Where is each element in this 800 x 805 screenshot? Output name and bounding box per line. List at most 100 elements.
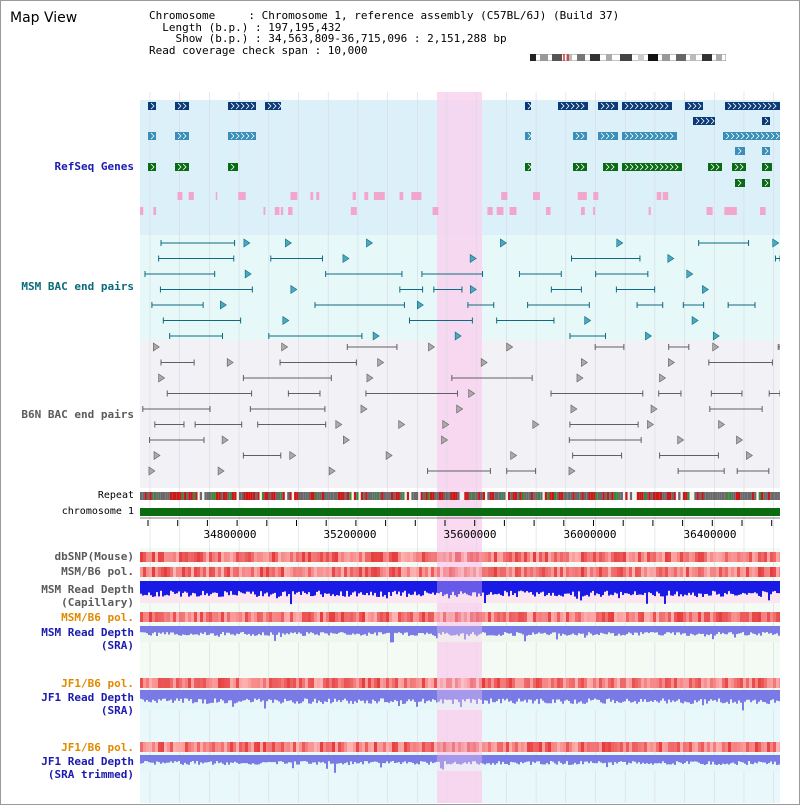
read-depth-bar	[636, 626, 638, 633]
repeat-element	[149, 492, 152, 500]
msm-bac-end-pairs-label[interactable]: MSM BAC end pairs	[21, 280, 134, 293]
polymorphism-cell	[446, 678, 449, 688]
read-depth-bar	[472, 626, 474, 633]
read-depth-bar	[474, 626, 476, 635]
polymorphism-cell	[284, 552, 287, 562]
repeat-element	[457, 492, 460, 500]
genome-track-canvas[interactable]: 34800000 35200000 35600000 36000000 36400000	[140, 92, 780, 803]
read-depth-bar	[676, 626, 678, 633]
polymorphism-cell	[614, 612, 617, 622]
polymorphism-cell	[197, 742, 200, 752]
read-depth-bar	[670, 755, 672, 765]
polymorphism-cell	[662, 567, 665, 577]
read-depth-bar	[476, 690, 478, 704]
polymorphism-cell	[605, 742, 608, 752]
read-depth-bar	[502, 581, 504, 596]
read-depth-bar	[516, 690, 518, 702]
read-depth-bar	[394, 581, 396, 591]
polymorphism-cell	[230, 567, 233, 577]
polymorphism-cell	[764, 678, 767, 688]
polymorphism-cell	[287, 612, 290, 622]
gene-arrow	[639, 163, 644, 171]
read-depth-bar	[354, 755, 356, 762]
repeat-element	[756, 492, 759, 500]
read-depth-bar	[646, 690, 648, 703]
refseq-genes-label[interactable]: RefSeq Genes	[54, 160, 134, 173]
polymorphism-cell	[548, 742, 551, 752]
polymorphism-cell	[728, 742, 731, 752]
polymorphism-cell	[575, 742, 578, 752]
polymorphism-cell	[668, 567, 671, 577]
repeat-element	[445, 492, 449, 500]
polymorphism-cell	[377, 612, 380, 622]
polymorphism-cell	[728, 612, 731, 622]
read-depth-bar	[280, 755, 282, 762]
read-depth-bar	[574, 755, 576, 763]
polymorphism-cell	[623, 678, 626, 688]
b6n-bac-end-pairs-label[interactable]: B6N BAC end pairs	[21, 408, 134, 421]
polymorphism-cell	[752, 742, 755, 752]
read-depth-bar	[184, 626, 186, 635]
read-depth-bar	[142, 581, 144, 596]
gene-arrow	[687, 102, 692, 110]
read-depth-bar	[556, 755, 558, 765]
read-depth-bar	[738, 755, 740, 762]
read-depth-bar	[190, 690, 192, 700]
read-depth-bar	[242, 581, 244, 594]
read-depth-bar	[372, 690, 374, 700]
polymorphism-cell	[689, 678, 692, 688]
repeat-element	[574, 492, 577, 500]
read-depth-bar	[518, 626, 520, 633]
polymorphism-cell	[740, 567, 743, 577]
polymorphism-cell	[224, 742, 227, 752]
polymorphism-cell	[341, 552, 344, 562]
polymorphism-cell	[368, 612, 371, 622]
read-depth-bar	[354, 626, 356, 635]
polymorphism-cell	[194, 678, 197, 688]
read-depth-bar	[480, 755, 482, 764]
read-depth-bar	[242, 626, 244, 633]
gene-arrow	[760, 132, 765, 140]
chromosome-ideogram[interactable]	[530, 54, 726, 61]
polymorphism-cell	[707, 612, 710, 622]
polymorphism-cell	[692, 742, 695, 752]
read-depth-bar	[538, 626, 540, 633]
read-depth-bar	[280, 626, 282, 637]
read-depth-bar	[622, 626, 624, 635]
read-depth-bar	[386, 626, 388, 633]
read-depth-bar	[748, 755, 750, 762]
read-depth-bar	[348, 626, 350, 635]
gene-arrow	[245, 102, 250, 110]
polymorphism-cell	[269, 678, 272, 688]
polymorphism-cell	[260, 678, 263, 688]
read-depth-bar	[266, 690, 268, 702]
polymorphism-cell	[446, 612, 449, 622]
polymorphism-cell	[491, 612, 494, 622]
repeat-element	[450, 492, 453, 500]
read-depth-bar	[636, 690, 638, 704]
polymorphism-cell	[398, 678, 401, 688]
read-depth-bar	[310, 755, 312, 764]
read-depth-bar	[444, 690, 446, 700]
polymorphism-cell	[608, 567, 611, 577]
polymorphism-cell	[167, 567, 170, 577]
polymorphism-cell	[653, 742, 656, 752]
polymorphism-cell	[431, 678, 434, 688]
repeat-element	[399, 492, 403, 500]
read-depth-bar	[718, 690, 720, 699]
polymorphism-cell	[239, 567, 242, 577]
polymorphism-cell	[392, 678, 395, 688]
polymorphism-cell	[293, 567, 296, 577]
bac-end-glyph	[282, 315, 290, 326]
read-depth-bar	[688, 581, 690, 593]
polymorphism-cell	[635, 567, 638, 577]
read-depth-bar	[420, 690, 422, 702]
polymorphism-cell	[602, 742, 605, 752]
read-depth-bar	[302, 690, 304, 702]
repeat-element	[351, 492, 354, 500]
repeat-element	[664, 492, 667, 500]
read-depth-bar	[366, 581, 368, 593]
read-depth-bar	[546, 626, 548, 635]
read-depth-bar	[574, 690, 576, 700]
read-depth-bar	[658, 690, 660, 703]
